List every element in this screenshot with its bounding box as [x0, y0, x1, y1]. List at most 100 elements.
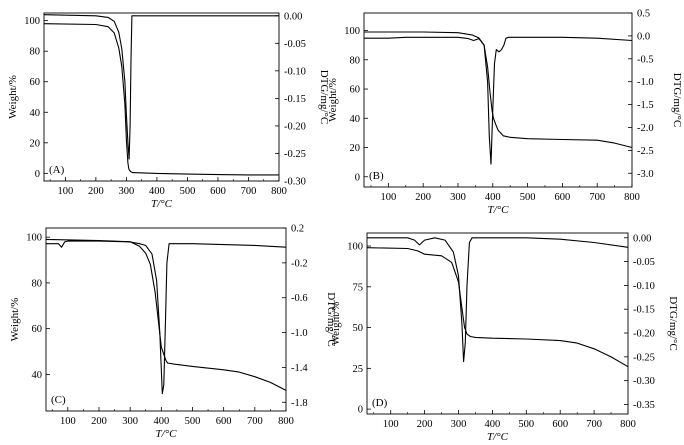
weight-curve: [364, 31, 633, 149]
y2-tick-label: -0.10: [633, 281, 655, 292]
y2-axis-label: DTG/mg/°C: [318, 70, 330, 125]
y-tick-label: 100: [344, 26, 360, 37]
dtg-curve: [43, 14, 279, 160]
y-tick-label: 75: [353, 282, 364, 293]
x-tick-label: 300: [451, 419, 467, 430]
x-tick-label: 800: [278, 416, 294, 427]
x-tick-label: 800: [624, 192, 640, 203]
weight-curve: [366, 247, 629, 368]
y-axis-label: Weight/%: [327, 78, 339, 122]
y-tick-label: 60: [30, 77, 41, 88]
x-tick-label: 700: [241, 186, 257, 197]
y2-tick-label: -1.8: [291, 398, 308, 409]
dtg-curve: [367, 237, 629, 363]
y2-tick-label: 0.0: [637, 31, 650, 42]
weight-curve: [43, 23, 279, 176]
y-tick-label: 80: [30, 47, 41, 58]
plot-frame: [363, 12, 633, 188]
plot-frame: [43, 12, 280, 182]
y2-tick-label: -0.20: [284, 121, 306, 132]
x-tick-label: 600: [555, 192, 571, 203]
x-axis-label: T/°C: [488, 204, 510, 216]
x-tick-label: 100: [60, 416, 76, 427]
y2-tick-label: -0.2: [291, 258, 308, 269]
x-tick-label: 100: [383, 419, 399, 430]
x-tick-label: 400: [153, 416, 169, 427]
x-tick-label: 500: [185, 416, 201, 427]
y2-tick-label: -0.6: [291, 293, 308, 304]
x-axis-label: T/°C: [487, 431, 509, 443]
x-tick-label: 300: [119, 186, 135, 197]
y2-tick-label: -0.20: [633, 329, 655, 340]
y-axis-label: Weight/%: [330, 302, 342, 346]
y2-tick-label: -1.5: [637, 100, 654, 111]
x-tick-label: 600: [552, 419, 568, 430]
x-axis-label: T/°C: [156, 428, 178, 440]
plot-frame: [45, 227, 287, 412]
dtg-curve: [364, 36, 633, 165]
y-tick-label: 60: [350, 85, 361, 96]
y-tick-label: 100: [26, 233, 42, 244]
x-tick-label: 100: [57, 186, 73, 197]
panel-label: (D): [372, 397, 388, 409]
y-tick-label: 100: [347, 242, 363, 253]
x-tick-label: 500: [180, 186, 196, 197]
y2-tick-label: 0.5: [637, 9, 650, 20]
y2-tick-label: -0.25: [284, 149, 306, 160]
dtg-curve: [46, 240, 287, 395]
y-tick-label: 40: [32, 370, 43, 381]
y2-tick-label: -3.0: [637, 169, 654, 180]
x-tick-label: 600: [210, 186, 226, 197]
y-axis-label: Weight/%: [9, 298, 21, 342]
x-tick-label: 400: [149, 186, 165, 197]
x-tick-label: 200: [417, 419, 433, 430]
y2-tick-label: -1.4: [291, 363, 308, 374]
x-tick-label: 200: [91, 416, 107, 427]
x-tick-label: 300: [450, 192, 466, 203]
y2-tick-label: -0.15: [284, 94, 306, 105]
x-tick-label: 700: [586, 419, 602, 430]
y-tick-label: 40: [30, 108, 41, 119]
y-tick-label: 40: [350, 114, 361, 125]
y2-tick-label: -0.05: [633, 257, 655, 268]
y-tick-label: 25: [353, 364, 364, 375]
y2-tick-label: 0.00: [633, 233, 651, 244]
y2-axis-label: DTG/mg/°C: [671, 73, 683, 128]
y2-tick-label: -1.0: [637, 77, 654, 88]
y2-tick-label: -0.30: [633, 376, 655, 387]
panel-3: 100 200 300 400 500 600 700 800 40 60 80 100 0.2 -0.2…: [9, 224, 337, 441]
y2-tick-label: -0.10: [284, 66, 306, 77]
x-tick-label: 600: [216, 416, 232, 427]
panel-2: 100 200 300 400 500 600 700 800 0 20 40 60 80 100 0.5 0…: [327, 9, 683, 217]
y-tick-label: 80: [32, 278, 43, 289]
x-tick-label: 200: [88, 186, 104, 197]
y-tick-label: 0: [355, 172, 360, 183]
y2-tick-label: -2.0: [637, 123, 654, 134]
y2-tick-label: -1.0: [291, 328, 308, 339]
x-tick-label: 800: [271, 186, 287, 197]
y2-tick-label: 0.2: [291, 224, 304, 235]
y2-tick-label: -0.05: [284, 39, 306, 50]
y-tick-label: 60: [32, 324, 43, 335]
plot-frame: [366, 232, 629, 415]
x-tick-label: 400: [485, 192, 501, 203]
x-tick-label: 800: [620, 419, 636, 430]
x-tick-label: 300: [122, 416, 138, 427]
y2-tick-label: 0.00: [284, 11, 302, 22]
y2-tick-label: -0.15: [633, 305, 655, 316]
y-tick-label: 0: [35, 169, 40, 180]
panel-label: (A): [49, 164, 65, 176]
y2-tick-label: -2.5: [637, 146, 654, 157]
x-tick-label: 100: [380, 192, 396, 203]
x-axis-label: T/°C: [151, 198, 173, 210]
y-tick-label: 50: [353, 323, 364, 334]
y-axis-label: Weight/%: [7, 75, 19, 119]
y2-tick-label: -0.30: [284, 177, 306, 188]
x-tick-label: 500: [520, 192, 536, 203]
panel-1: 100 200 300 400 500 600 700 800 0 20 40 60 80 100 0.00…: [7, 11, 330, 210]
y2-tick-label: -0.25: [633, 352, 655, 363]
y2-tick-label: -0.35: [633, 400, 655, 411]
y-tick-label: 20: [350, 143, 361, 154]
y-tick-label: 20: [30, 138, 41, 149]
